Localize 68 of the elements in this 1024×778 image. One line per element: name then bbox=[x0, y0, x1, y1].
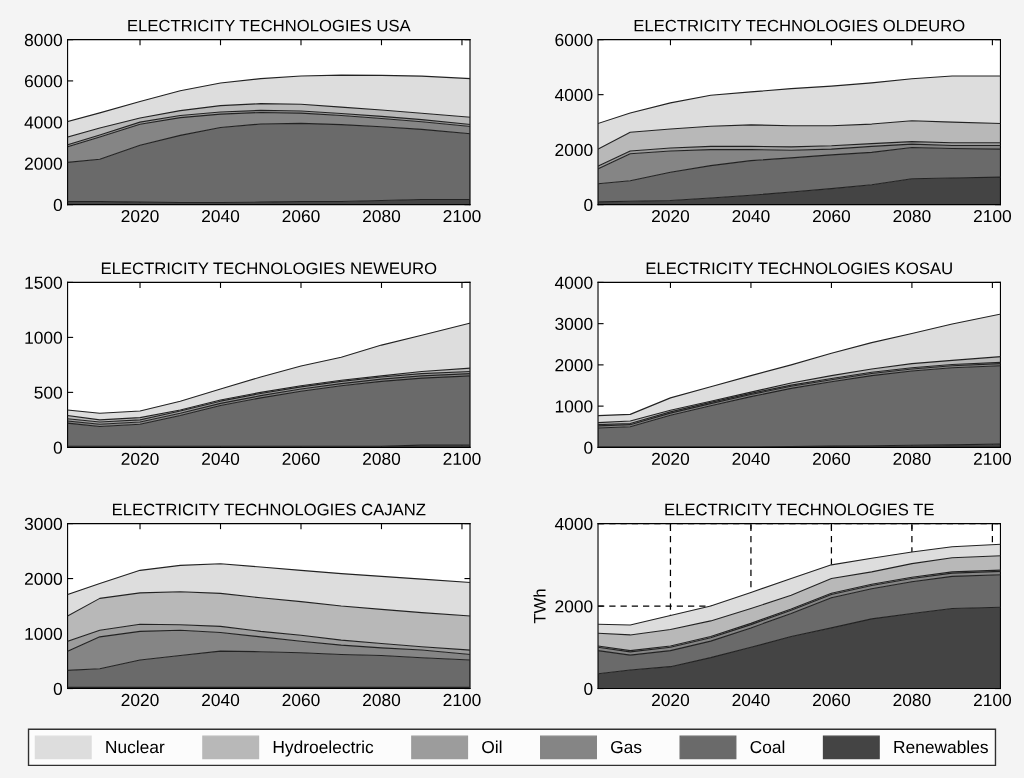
x-tick-label: 2060 bbox=[282, 452, 320, 465]
legend-label: Nuclear bbox=[106, 740, 165, 754]
legend-label: Oil bbox=[482, 740, 502, 754]
chart-title: ELECTRICITY TECHNOLOGIES USA bbox=[128, 19, 411, 32]
y-tick-label: 6000 bbox=[24, 75, 63, 88]
chart-title: ELECTRICITY TECHNOLOGIES TE bbox=[665, 503, 934, 516]
y-tick-label: 2000 bbox=[24, 157, 63, 170]
x-tick-label: 2100 bbox=[443, 209, 481, 223]
y-tick-label: 1000 bbox=[25, 627, 63, 641]
x-tick-label: 2020 bbox=[121, 452, 159, 465]
x-tick-label: 2080 bbox=[363, 693, 401, 707]
chart-title: ELECTRICITY TECHNOLOGIES KOSAU bbox=[646, 262, 952, 275]
y-tick-label: 6000 bbox=[555, 33, 593, 47]
x-tick-label: 2020 bbox=[652, 693, 690, 707]
legend-label: Renewables bbox=[894, 740, 988, 754]
x-tick-label: 2060 bbox=[812, 693, 851, 707]
x-tick-label: 2080 bbox=[363, 209, 401, 223]
y-tick-label: 4000 bbox=[554, 517, 593, 531]
legend-label: Coal bbox=[750, 740, 785, 754]
y-tick-label: 1500 bbox=[25, 276, 63, 289]
y-tick-label: 1000 bbox=[25, 331, 63, 344]
x-tick-label: 2020 bbox=[652, 209, 690, 223]
y-tick-label: 0 bbox=[584, 198, 593, 212]
y-tick-label: 2000 bbox=[555, 143, 593, 157]
x-tick-label: 2060 bbox=[282, 693, 320, 707]
x-tick-label: 2100 bbox=[443, 693, 481, 707]
legend-label: Gas bbox=[611, 740, 642, 754]
y-tick-label: 0 bbox=[53, 441, 63, 454]
x-tick-label: 2040 bbox=[732, 693, 770, 707]
y-tick-label: 0 bbox=[53, 198, 63, 212]
x-tick-label: 2060 bbox=[282, 209, 320, 223]
x-tick-label: 2040 bbox=[202, 209, 240, 223]
y-tick-label: 0 bbox=[584, 682, 593, 695]
y-tick-label: 1000 bbox=[555, 400, 593, 413]
y-tick-label: 4000 bbox=[554, 88, 593, 102]
x-tick-label: 2100 bbox=[973, 693, 1012, 707]
x-tick-label: 2040 bbox=[202, 693, 240, 707]
y-tick-label: 8000 bbox=[24, 33, 63, 47]
x-tick-label: 2080 bbox=[893, 693, 931, 707]
legend-label: Hydroelectric bbox=[273, 740, 374, 757]
y-tick-label: 3000 bbox=[555, 317, 593, 331]
chart-title: ELECTRICITY TECHNOLOGIES NEWEURO bbox=[101, 262, 437, 275]
x-tick-label: 2100 bbox=[443, 452, 481, 465]
y-tick-label: 2000 bbox=[555, 600, 593, 613]
x-tick-label: 2020 bbox=[652, 452, 690, 465]
y-tick-label: 3000 bbox=[24, 517, 63, 531]
x-tick-label: 2060 bbox=[812, 452, 851, 465]
y-tick-label: 2000 bbox=[555, 359, 593, 372]
chart-title: ELECTRICITY TECHNOLOGIES CAJANZ bbox=[113, 503, 426, 516]
x-tick-label: 2040 bbox=[732, 209, 770, 223]
x-tick-label: 2080 bbox=[893, 209, 931, 223]
x-tick-label: 2020 bbox=[121, 693, 159, 707]
y-tick-label: 2000 bbox=[24, 572, 63, 586]
y-tick-label: 4000 bbox=[554, 276, 593, 289]
chart-title: ELECTRICITY TECHNOLOGIES OLDEURO bbox=[634, 19, 965, 32]
y-axis-title: TWh bbox=[533, 589, 546, 624]
y-tick-label: 4000 bbox=[24, 116, 63, 129]
x-tick-label: 2040 bbox=[732, 452, 770, 465]
x-tick-label: 2100 bbox=[973, 452, 1012, 465]
y-tick-label: 0 bbox=[584, 441, 593, 454]
x-tick-label: 2060 bbox=[812, 209, 851, 223]
x-tick-label: 2020 bbox=[121, 209, 159, 223]
x-tick-label: 2080 bbox=[363, 452, 401, 465]
x-tick-label: 2040 bbox=[202, 452, 240, 465]
y-tick-label: 0 bbox=[53, 682, 63, 695]
x-tick-label: 2080 bbox=[893, 452, 931, 465]
y-tick-label: 500 bbox=[34, 386, 63, 399]
x-tick-label: 2100 bbox=[973, 209, 1012, 223]
